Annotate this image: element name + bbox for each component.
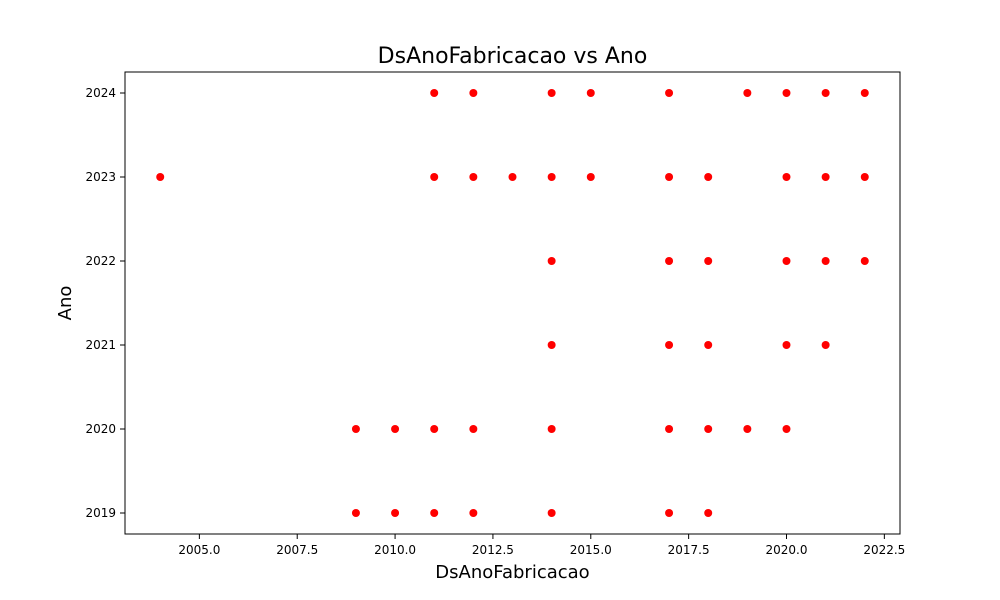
data-point [351, 425, 360, 433]
data-point [704, 509, 713, 517]
data-point [430, 89, 439, 97]
data-point [821, 89, 830, 97]
y-tick-label: 2024 [85, 86, 116, 100]
x-tick-label: 2017.5 [668, 543, 710, 557]
data-point [704, 341, 713, 349]
data-point [704, 425, 713, 433]
data-point [586, 173, 595, 181]
data-point [704, 173, 713, 181]
data-point [547, 257, 556, 265]
x-tick-label: 2022.5 [863, 543, 905, 557]
data-point [860, 173, 869, 181]
y-axis-label: Ano [55, 286, 76, 321]
y-tick-label: 2023 [85, 170, 116, 184]
data-point [586, 89, 595, 97]
x-tick-label: 2005.0 [178, 543, 220, 557]
data-point [547, 509, 556, 517]
data-point [430, 425, 439, 433]
data-point [547, 173, 556, 181]
data-point [782, 425, 791, 433]
data-point [351, 509, 360, 517]
x-axis-ticks: 2005.0 2007.5 2010.0 2012.5 2015.0 2017.5 2020… [178, 534, 905, 557]
data-point [821, 257, 830, 265]
data-point [469, 425, 478, 433]
data-point [547, 89, 556, 97]
data-point [782, 257, 791, 265]
data-point [665, 89, 674, 97]
data-point [860, 89, 869, 97]
data-point [469, 89, 478, 97]
x-tick-label: 2012.5 [472, 543, 514, 557]
y-tick-label: 2019 [85, 506, 116, 520]
data-point [743, 425, 752, 433]
y-tick-label: 2021 [85, 338, 116, 352]
y-tick-label: 2022 [85, 254, 116, 268]
x-axis-label: DsAnoFabricacao [435, 562, 589, 583]
data-point [547, 425, 556, 433]
data-point [782, 89, 791, 97]
x-tick-label: 2020.0 [765, 543, 807, 557]
data-points [156, 89, 869, 517]
data-point [391, 509, 400, 517]
data-point [430, 509, 439, 517]
data-point [430, 173, 439, 181]
data-point [665, 509, 674, 517]
data-point [743, 89, 752, 97]
data-point [665, 257, 674, 265]
data-point [391, 425, 400, 433]
data-point [665, 341, 674, 349]
data-point [469, 173, 478, 181]
plot-frame [124, 71, 901, 535]
y-tick-label: 2020 [85, 422, 116, 436]
y-axis-ticks: 2019 2020 2021 2022 2023 2024 [85, 86, 125, 520]
data-point [782, 173, 791, 181]
data-point [665, 173, 674, 181]
plot-area [124, 71, 901, 535]
x-tick-label: 2015.0 [570, 543, 612, 557]
data-point [860, 257, 869, 265]
x-tick-label: 2007.5 [276, 543, 318, 557]
data-point [704, 257, 713, 265]
data-point [821, 173, 830, 181]
x-tick-label: 2010.0 [374, 543, 416, 557]
data-point [665, 425, 674, 433]
data-point [821, 341, 830, 349]
data-point [508, 173, 517, 181]
data-point [156, 173, 165, 181]
data-point [547, 341, 556, 349]
data-point [782, 341, 791, 349]
data-point [469, 509, 478, 517]
chart-title: DsAnoFabricacao vs Ano [378, 44, 648, 69]
